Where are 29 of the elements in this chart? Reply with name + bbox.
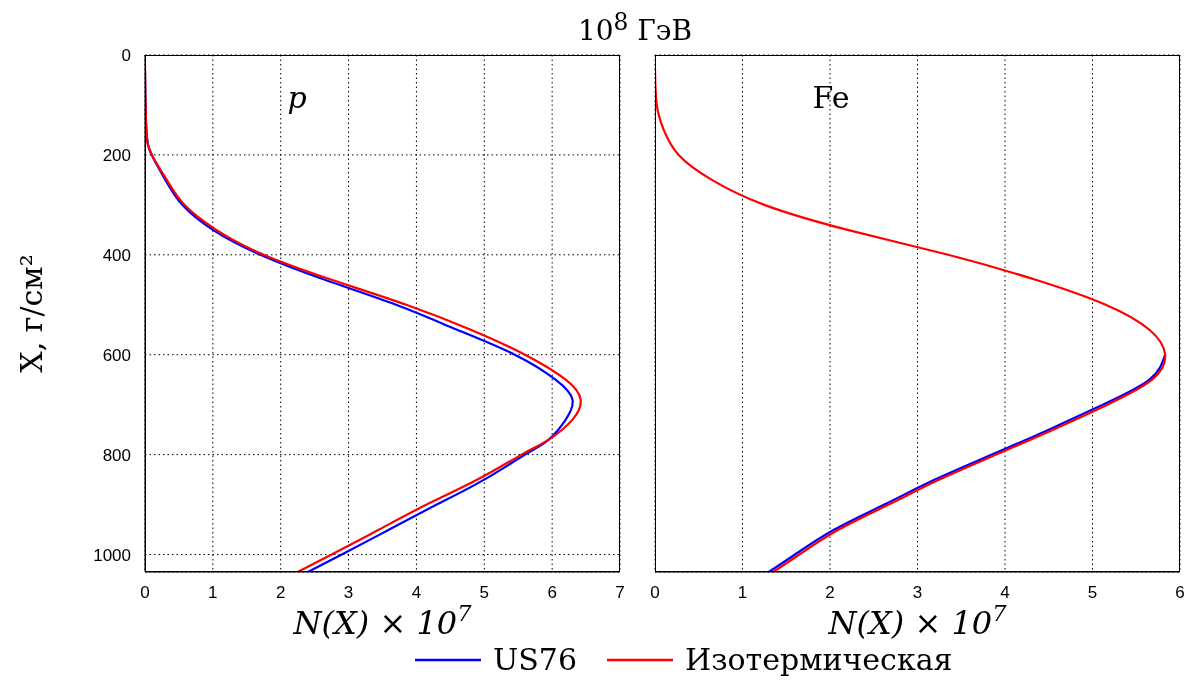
legend-label: Изотермическая bbox=[685, 642, 953, 677]
y-tick-label: 200 bbox=[102, 145, 131, 165]
x-tick-label: 4 bbox=[411, 583, 422, 603]
legend-label: US76 bbox=[493, 642, 578, 677]
x-tick-label: 4 bbox=[1000, 583, 1010, 603]
x-tick-label: 6 bbox=[547, 583, 557, 603]
y-axis-title: X, г/см² bbox=[14, 254, 49, 373]
y-tick-label: 0 bbox=[121, 46, 131, 66]
x-tick-label: 2 bbox=[275, 583, 286, 603]
annotation: Fe bbox=[812, 80, 850, 115]
x-tick-label: 5 bbox=[479, 583, 490, 603]
x-tick-label: 1 bbox=[737, 583, 748, 603]
x-axis-title: N(X) × 10$^{7}$ bbox=[292, 600, 473, 642]
x-tick-label: 0 bbox=[650, 583, 660, 603]
x-tick-label: 6 bbox=[1175, 583, 1185, 603]
y-tick-label: 1000 bbox=[93, 545, 131, 565]
y-tick-label: 600 bbox=[102, 345, 131, 365]
x-axis-title: N(X) × 10$^{7}$ bbox=[827, 600, 1008, 642]
x-tick-label: 1 bbox=[208, 583, 218, 603]
x-tick-label: 0 bbox=[140, 583, 150, 603]
y-tick-label: 800 bbox=[102, 445, 131, 465]
y-tick-label: 400 bbox=[102, 245, 131, 265]
x-tick-label: 3 bbox=[912, 583, 923, 603]
x-tick-label: 3 bbox=[343, 583, 354, 603]
x-tick-label: 7 bbox=[615, 583, 625, 603]
x-tick-label: 5 bbox=[1087, 583, 1098, 603]
x-tick-label: 2 bbox=[825, 583, 835, 603]
chart-title: 10$^{8}$ ГэВ bbox=[577, 8, 693, 48]
annotation: p bbox=[287, 80, 307, 115]
